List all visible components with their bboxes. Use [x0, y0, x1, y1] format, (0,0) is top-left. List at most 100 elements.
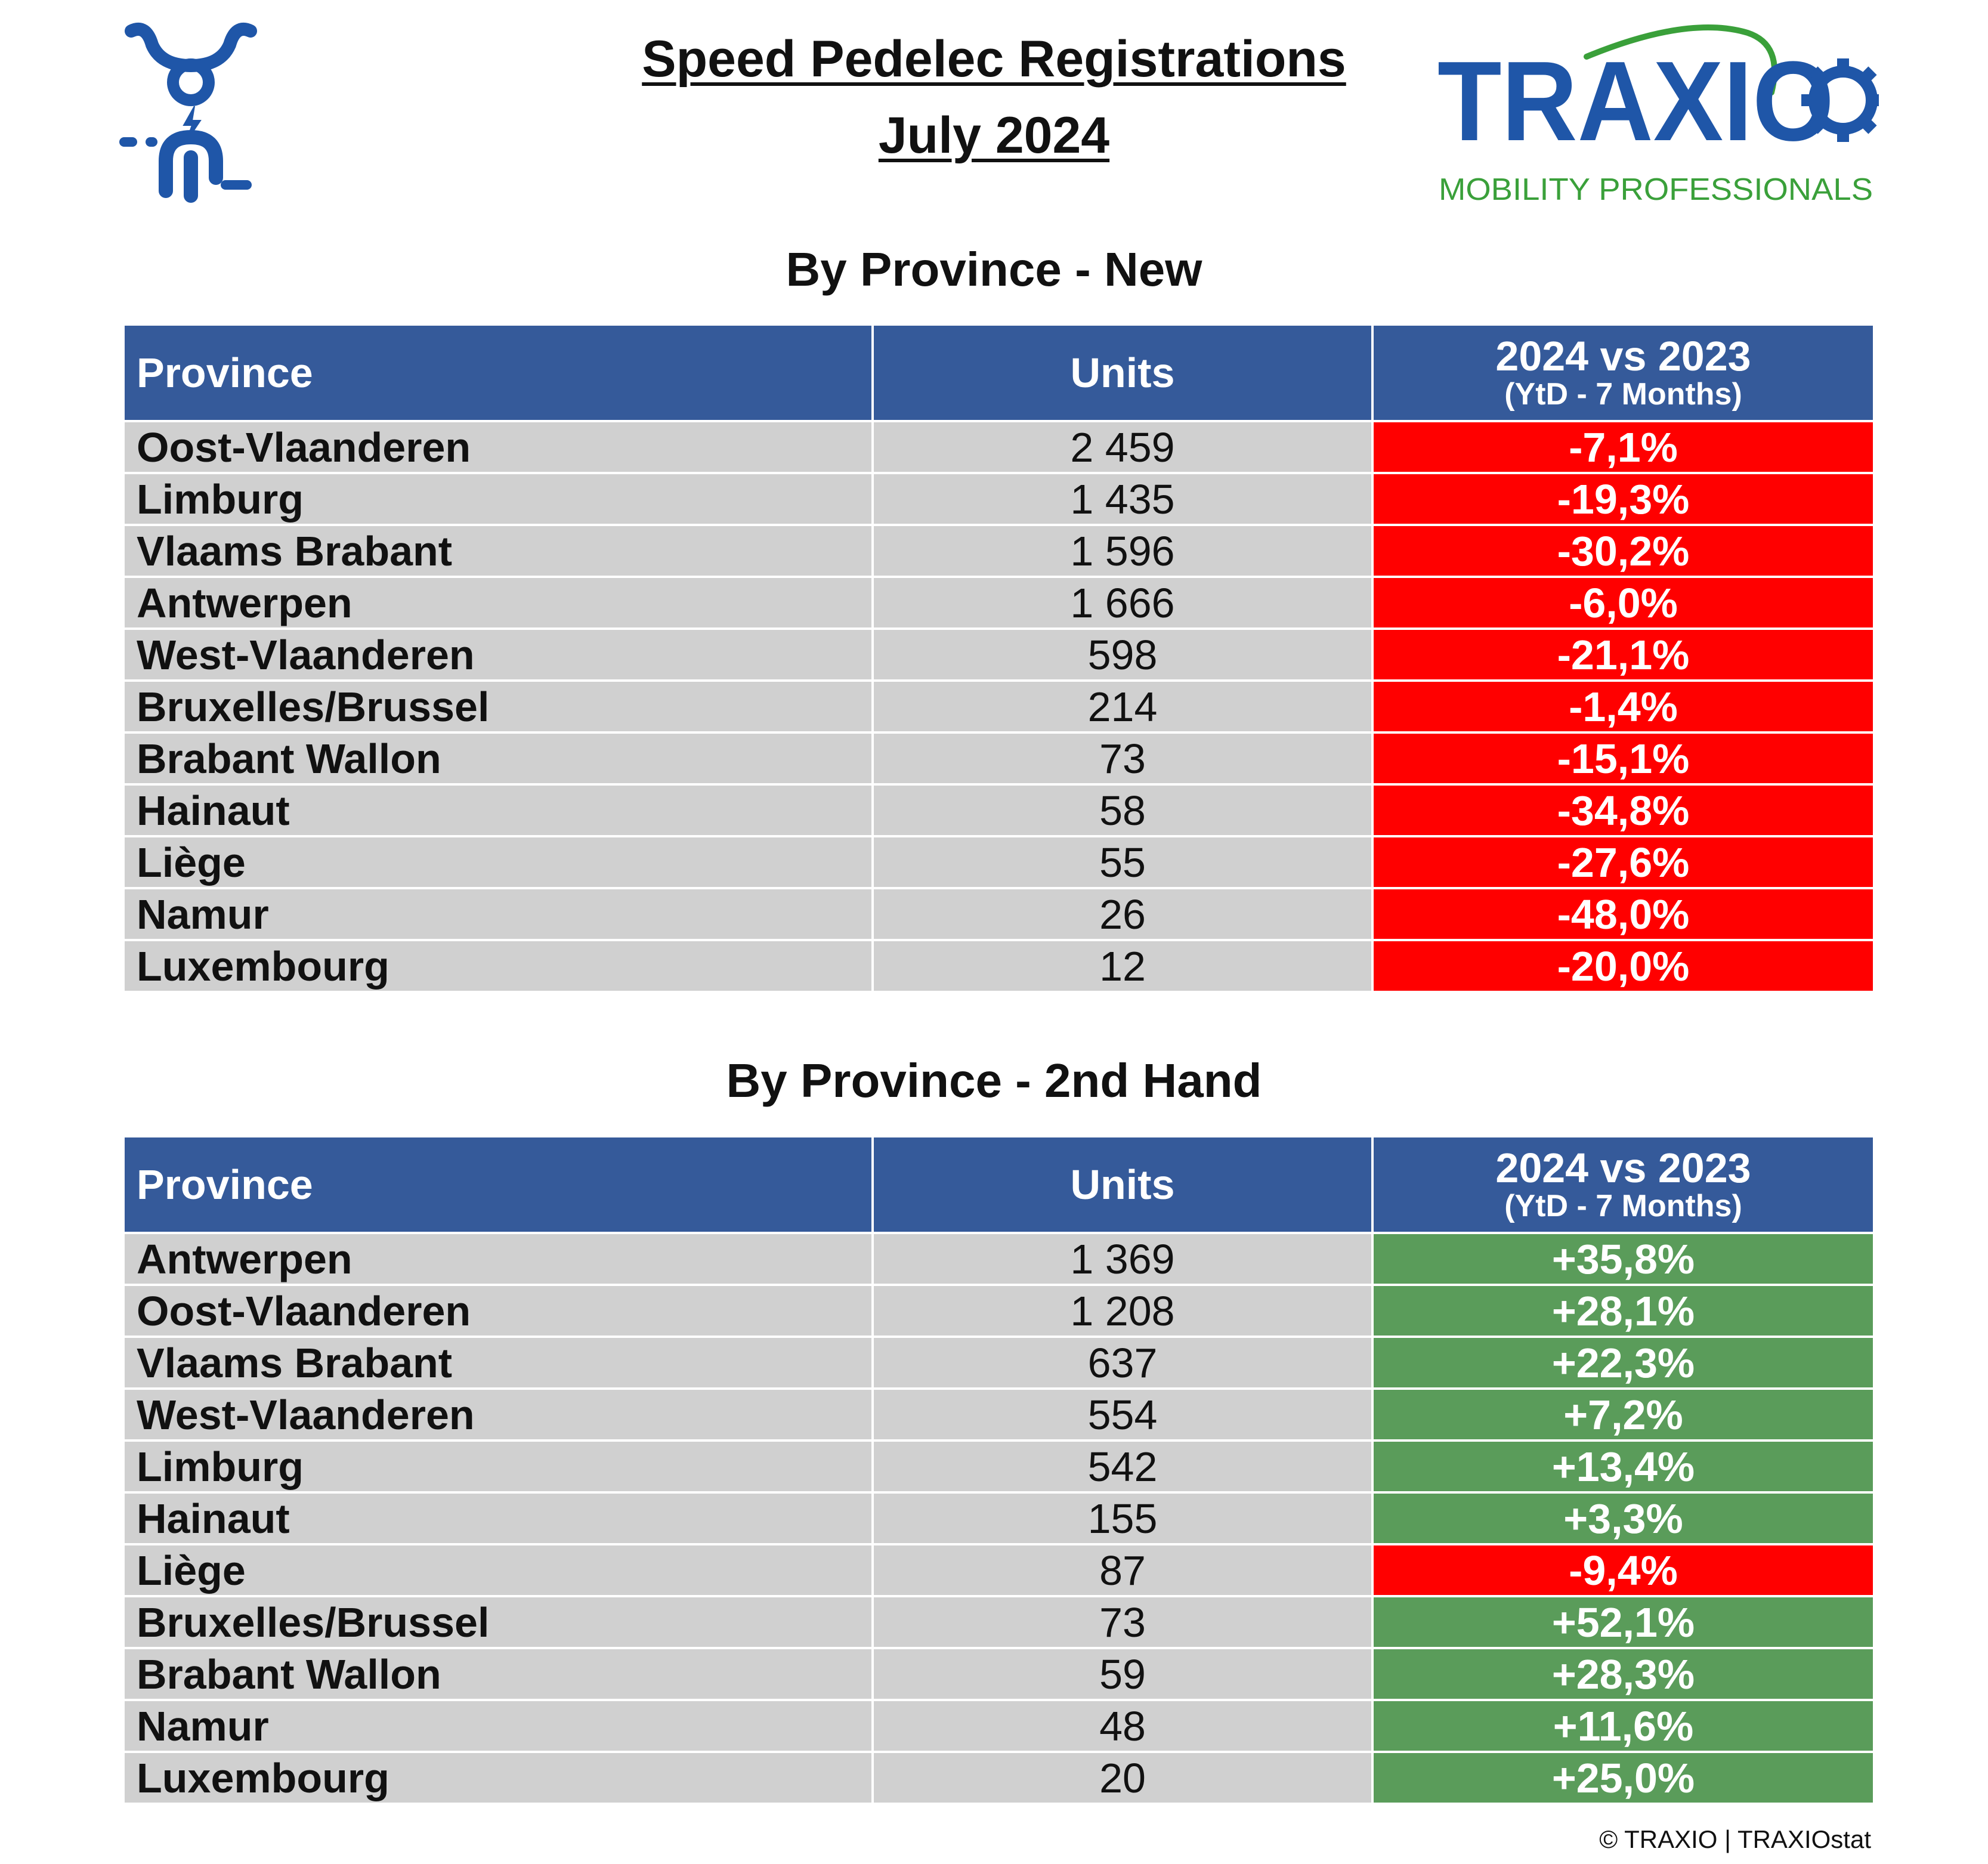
- units-cell: 1 208: [871, 1284, 1374, 1338]
- comparison-sublabel: (YtD - 7 Months): [1504, 377, 1742, 412]
- comparison-sublabel: (YtD - 7 Months): [1504, 1189, 1742, 1224]
- change-cell: +11,6%: [1371, 1699, 1875, 1753]
- province-cell: Luxembourg: [122, 939, 874, 993]
- province-cell: Antwerpen: [122, 576, 874, 630]
- units-cell: 55: [871, 835, 1374, 889]
- province-cell: Brabant Wallon: [122, 1647, 874, 1701]
- province-cell: Hainaut: [122, 1491, 874, 1545]
- table-row: Hainaut 155 +3,3%: [122, 1491, 1875, 1545]
- province-cell: Limburg: [122, 472, 874, 526]
- change-cell: +13,4%: [1371, 1439, 1875, 1494]
- table-row: Bruxelles/Brussel 73 +52,1%: [122, 1595, 1875, 1649]
- gear-icon: [1801, 58, 1879, 142]
- table-row: Antwerpen 1 666 -6,0%: [122, 576, 1875, 630]
- table-header-row: Province Units 2024 vs 2023 (YtD - 7 Mon…: [122, 323, 1875, 422]
- units-cell: 12: [871, 939, 1374, 993]
- traxio-logo: TRAXIO MOBILITY PROFESSIONALS: [1437, 24, 1879, 207]
- province-cell: Bruxelles/Brussel: [122, 1595, 874, 1649]
- province-cell: Bruxelles/Brussel: [122, 679, 874, 734]
- province-cell: Antwerpen: [122, 1232, 874, 1286]
- table-row: West-Vlaanderen 598 -21,1%: [122, 627, 1875, 682]
- change-cell: -1,4%: [1371, 679, 1875, 734]
- column-header-province: Province: [122, 323, 874, 422]
- units-cell: 542: [871, 1439, 1374, 1494]
- new-registrations-table: Province Units 2024 vs 2023 (YtD - 7 Mon…: [122, 323, 1875, 993]
- column-header-province: Province: [122, 1135, 874, 1234]
- section-title-new: By Province - New: [786, 243, 1202, 296]
- province-cell: Brabant Wallon: [122, 731, 874, 786]
- change-cell: -20,0%: [1371, 939, 1875, 993]
- province-cell: Oost-Vlaanderen: [122, 420, 874, 474]
- swoosh-icon: [1584, 24, 1777, 95]
- change-cell: -27,6%: [1371, 835, 1875, 889]
- change-cell: +28,1%: [1371, 1284, 1875, 1338]
- change-cell: +28,3%: [1371, 1647, 1875, 1701]
- change-cell: +35,8%: [1371, 1232, 1875, 1286]
- units-cell: 87: [871, 1543, 1374, 1597]
- units-cell: 73: [871, 731, 1374, 786]
- table-row: Oost-Vlaanderen 1 208 +28,1%: [122, 1284, 1875, 1338]
- table-row: Bruxelles/Brussel 214 -1,4%: [122, 679, 1875, 734]
- change-cell: +25,0%: [1371, 1751, 1875, 1805]
- units-cell: 554: [871, 1387, 1374, 1442]
- units-cell: 155: [871, 1491, 1374, 1545]
- change-cell: +52,1%: [1371, 1595, 1875, 1649]
- column-header-units: Units: [871, 323, 1374, 422]
- change-cell: -34,8%: [1371, 783, 1875, 837]
- province-cell: Namur: [122, 887, 874, 941]
- province-cell: Oost-Vlaanderen: [122, 1284, 874, 1338]
- units-cell: 1 596: [871, 524, 1374, 578]
- page-title-line-2: July 2024: [878, 107, 1110, 164]
- table-row: Oost-Vlaanderen 2 459 -7,1%: [122, 420, 1875, 474]
- province-cell: Vlaams Brabant: [122, 1336, 874, 1390]
- change-cell: +22,3%: [1371, 1336, 1875, 1390]
- table-row: Luxembourg 12 -20,0%: [122, 939, 1875, 993]
- units-cell: 26: [871, 887, 1374, 941]
- table-row: Vlaams Brabant 637 +22,3%: [122, 1336, 1875, 1390]
- speed-pedelec-rider-icon: [119, 23, 257, 203]
- table-row: Namur 26 -48,0%: [122, 887, 1875, 941]
- table-row: Limburg 1 435 -19,3%: [122, 472, 1875, 526]
- units-cell: 59: [871, 1647, 1374, 1701]
- comparison-label: 2024 vs 2023: [1495, 1144, 1751, 1191]
- units-cell: 637: [871, 1336, 1374, 1390]
- change-cell: -21,1%: [1371, 627, 1875, 682]
- units-cell: 1 666: [871, 576, 1374, 630]
- column-header-comparison: 2024 vs 2023 (YtD - 7 Months): [1371, 323, 1875, 422]
- section-title-2nd-hand: By Province - 2nd Hand: [726, 1054, 1262, 1107]
- change-cell: +7,2%: [1371, 1387, 1875, 1442]
- change-cell: -30,2%: [1371, 524, 1875, 578]
- table-row: Limburg 542 +13,4%: [122, 1439, 1875, 1494]
- table-row: Antwerpen 1 369 +35,8%: [122, 1232, 1875, 1286]
- traxio-brand-name: TRAXIO: [1437, 38, 1834, 165]
- change-cell: -48,0%: [1371, 887, 1875, 941]
- province-cell: Liège: [122, 1543, 874, 1597]
- change-cell: -6,0%: [1371, 576, 1875, 630]
- province-cell: Luxembourg: [122, 1751, 874, 1805]
- province-cell: Namur: [122, 1699, 874, 1753]
- province-cell: Liège: [122, 835, 874, 889]
- units-cell: 1 369: [871, 1232, 1374, 1286]
- table-row: Luxembourg 20 +25,0%: [122, 1751, 1875, 1805]
- table-row: Brabant Wallon 59 +28,3%: [122, 1647, 1875, 1701]
- units-cell: 1 435: [871, 472, 1374, 526]
- units-cell: 73: [871, 1595, 1374, 1649]
- traxio-tagline: MOBILITY PROFESSIONALS: [1439, 172, 1873, 207]
- table-row: Liège 55 -27,6%: [122, 835, 1875, 889]
- units-cell: 214: [871, 679, 1374, 734]
- province-cell: Hainaut: [122, 783, 874, 837]
- province-cell: Vlaams Brabant: [122, 524, 874, 578]
- table-header-row: Province Units 2024 vs 2023 (YtD - 7 Mon…: [122, 1135, 1875, 1234]
- province-cell: West-Vlaanderen: [122, 627, 874, 682]
- table-row: Hainaut 58 -34,8%: [122, 783, 1875, 837]
- comparison-label: 2024 vs 2023: [1495, 332, 1751, 379]
- change-cell: +3,3%: [1371, 1491, 1875, 1545]
- table-row: Namur 48 +11,6%: [122, 1699, 1875, 1753]
- table-row: Brabant Wallon 73 -15,1%: [122, 731, 1875, 786]
- table-row: West-Vlaanderen 554 +7,2%: [122, 1387, 1875, 1442]
- column-header-units: Units: [871, 1135, 1374, 1234]
- table-row: Liège 87 -9,4%: [122, 1543, 1875, 1597]
- units-cell: 598: [871, 627, 1374, 682]
- units-cell: 20: [871, 1751, 1374, 1805]
- units-cell: 58: [871, 783, 1374, 837]
